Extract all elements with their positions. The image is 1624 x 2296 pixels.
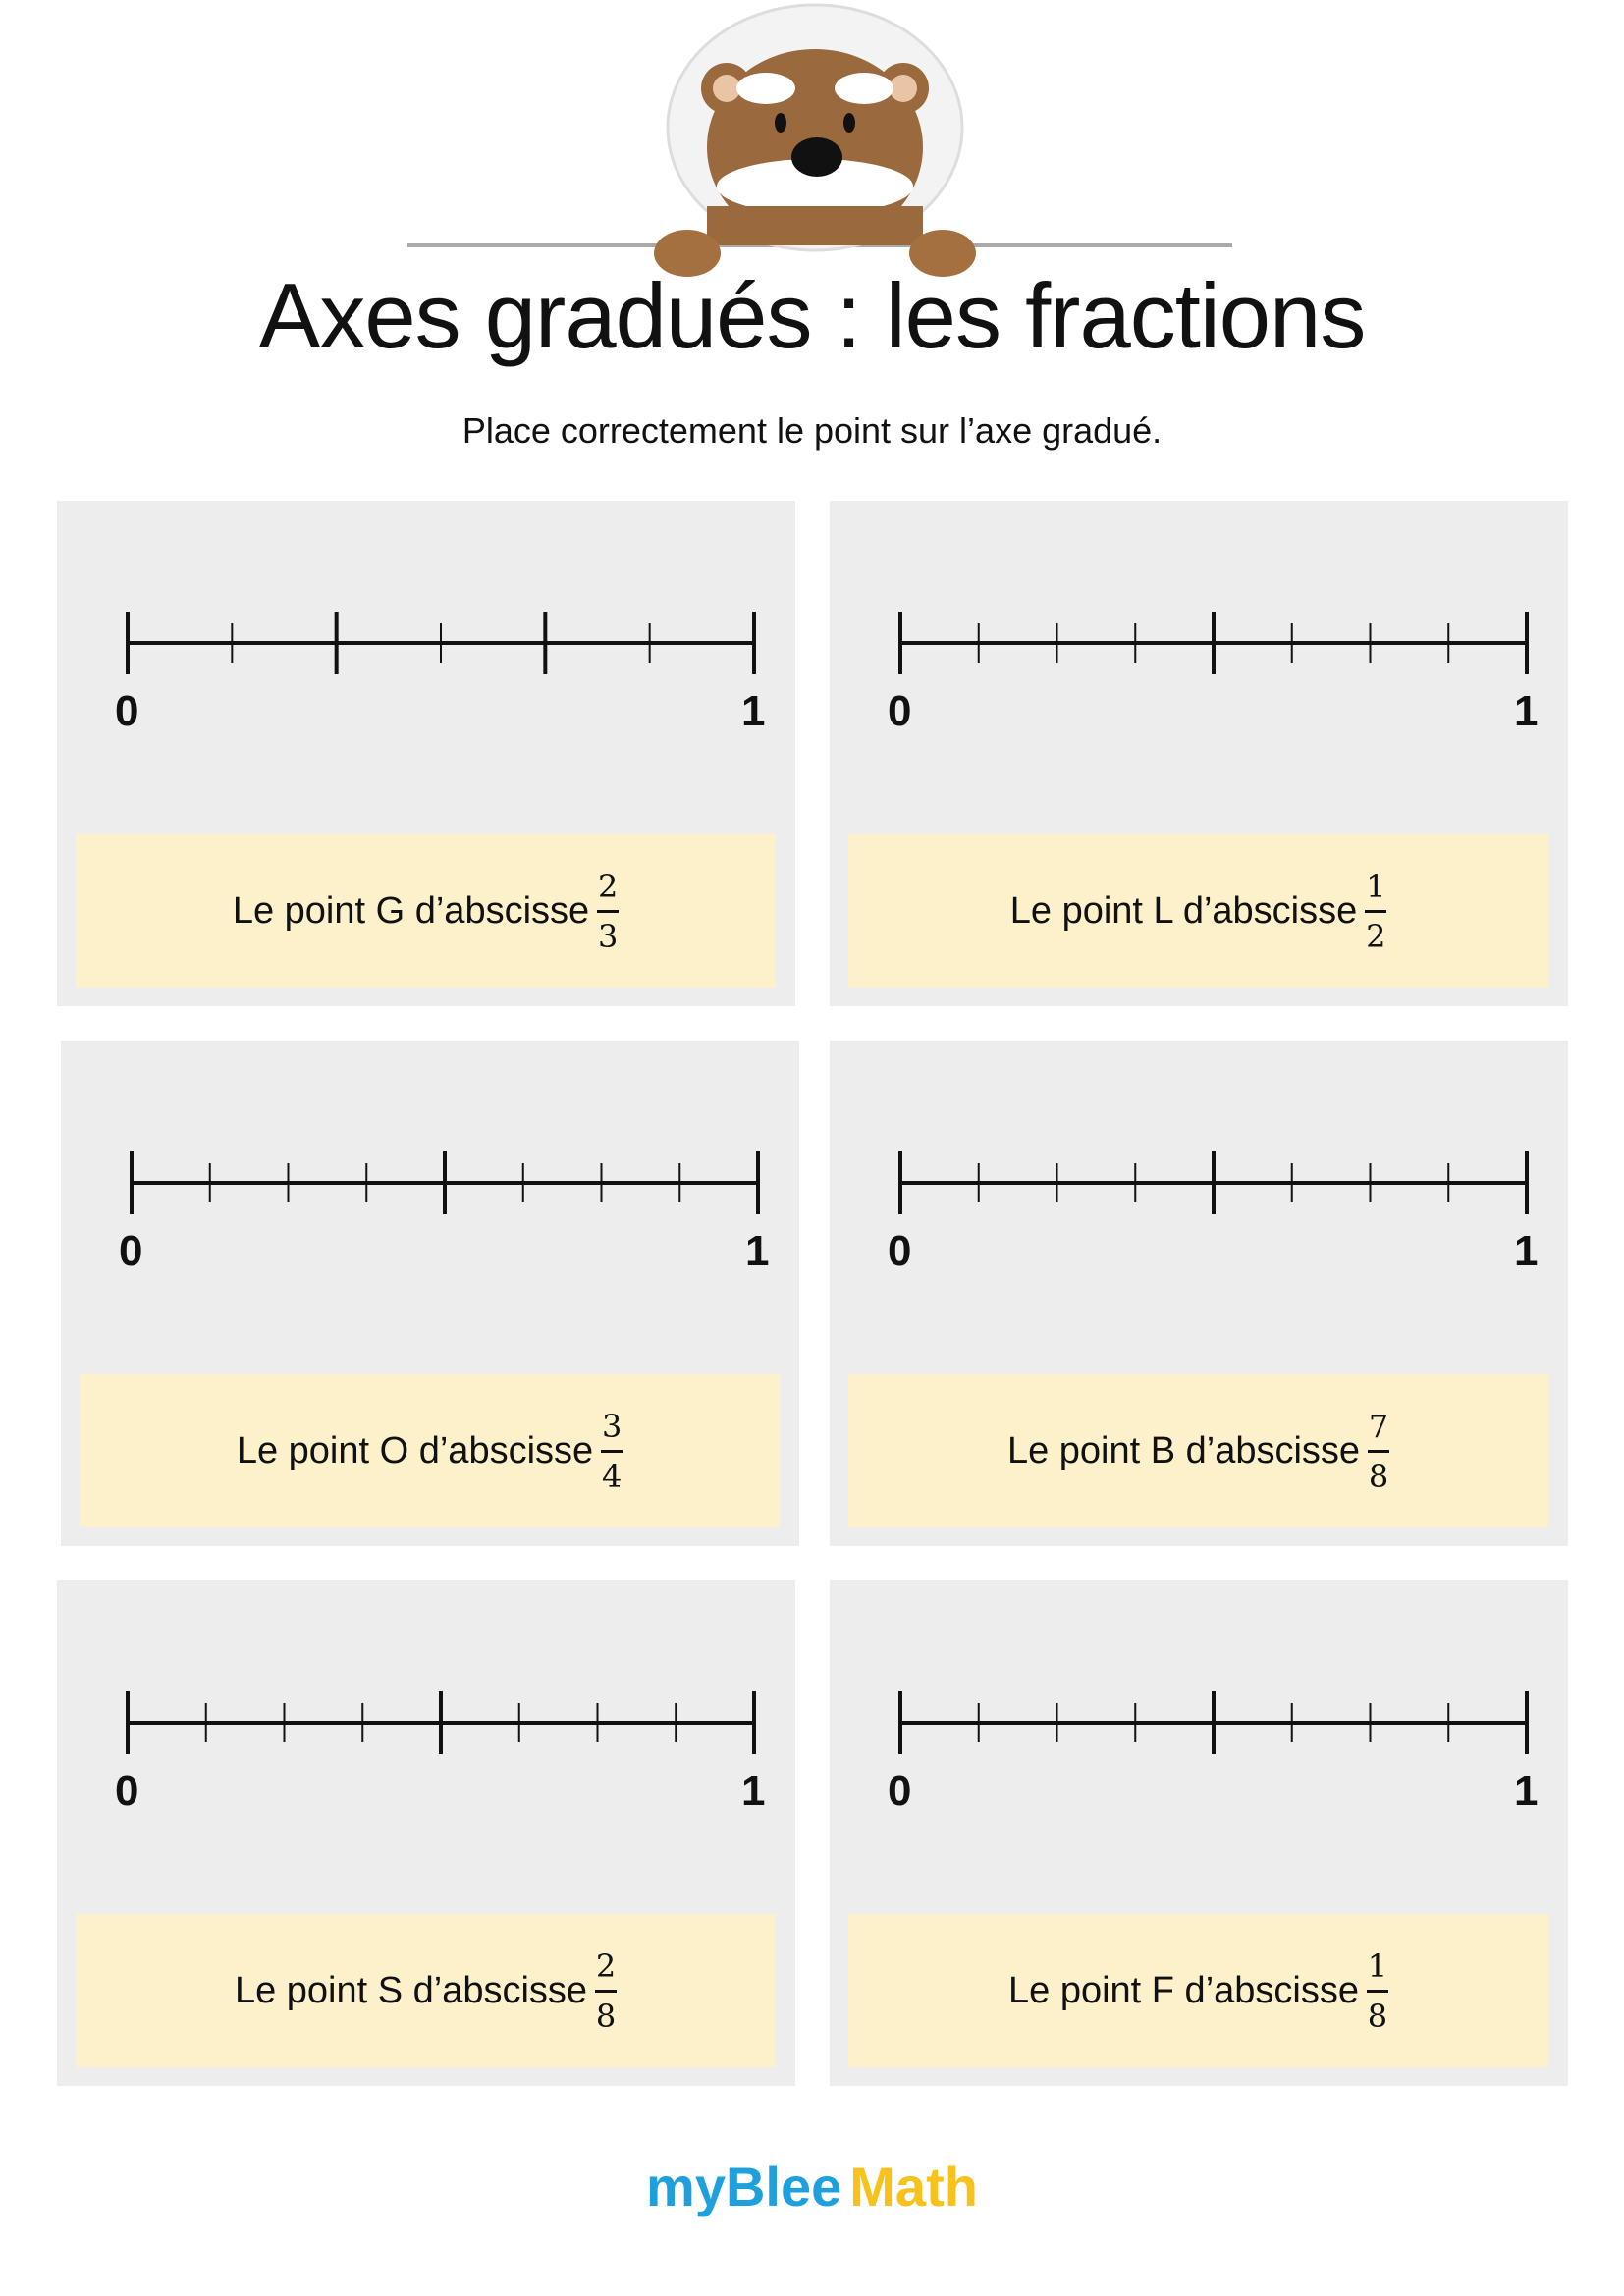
numerator: 1 xyxy=(1367,1947,1388,1985)
fraction-bar xyxy=(1366,1989,1388,1993)
point-text: Le point G d’abscisse xyxy=(232,889,590,932)
number-line[interactable] xyxy=(61,1041,799,1546)
fraction-bar xyxy=(601,1449,623,1453)
point-text: Le point O d’abscisse xyxy=(236,1429,594,1471)
numerator: 3 xyxy=(601,1407,623,1445)
numerator: 7 xyxy=(1368,1407,1389,1445)
exercise-panel: 0 1 Le point S d’abscisse 2 8 xyxy=(57,1580,795,2086)
instruction-box: Le point O d’abscisse 3 4 xyxy=(80,1374,780,1527)
brand-logo: myBlee Math xyxy=(0,2155,1624,2218)
point-text: Le point S d’abscisse xyxy=(234,1969,588,2011)
denominator: 4 xyxy=(601,1457,623,1495)
exercise-panel: 0 1 Le point L d’abscisse 1 2 xyxy=(830,501,1568,1006)
point-text: Le point L d’abscisse xyxy=(1009,889,1358,932)
page-title: Axes gradués : les fractions xyxy=(258,264,1367,367)
axis-start-label: 0 xyxy=(888,1767,912,1815)
instruction-box: Le point B d’abscisse 7 8 xyxy=(848,1374,1548,1527)
number-line[interactable] xyxy=(57,1580,795,2086)
axis-start-label: 0 xyxy=(888,687,912,735)
numerator: 2 xyxy=(597,867,619,905)
number-line[interactable] xyxy=(830,1580,1568,2086)
fraction-bar xyxy=(1365,909,1387,913)
number-line[interactable] xyxy=(830,501,1568,1006)
axis-end-label: 1 xyxy=(745,1227,770,1275)
instructions: Place correctement le point sur l’axe gr… xyxy=(461,410,1163,451)
instruction-box: Le point G d’abscisse 2 3 xyxy=(76,834,776,988)
instruction-box: Le point F d’abscisse 1 8 xyxy=(848,1914,1548,2067)
denominator: 3 xyxy=(597,917,619,955)
logo-part1: myBlee xyxy=(646,2156,842,2217)
exercise-panel: 0 1 Le point G d’abscisse 2 3 xyxy=(57,501,795,1006)
axis-start-label: 0 xyxy=(119,1227,143,1275)
numerator: 1 xyxy=(1366,867,1386,905)
fraction-bar xyxy=(1368,1449,1390,1453)
denominator: 8 xyxy=(1367,1997,1388,2035)
logo-part2: Math xyxy=(849,2156,978,2217)
axis-start-label: 0 xyxy=(888,1227,912,1275)
fraction-bar xyxy=(595,1989,618,1993)
fraction-bar xyxy=(597,909,620,913)
number-line[interactable] xyxy=(57,501,795,1006)
exercise-panel: 0 1 Le point B d’abscisse 7 8 xyxy=(830,1041,1568,1546)
denominator: 8 xyxy=(1368,1457,1389,1495)
point-text: Le point B d’abscisse xyxy=(1006,1429,1361,1471)
number-line[interactable] xyxy=(830,1041,1568,1546)
axis-end-label: 1 xyxy=(1514,687,1539,735)
exercise-panel: 0 1 Le point F d’abscisse 1 8 xyxy=(830,1580,1568,2086)
exercise-panel: 0 1 Le point O d’abscisse 3 4 xyxy=(61,1041,799,1546)
axis-start-label: 0 xyxy=(115,687,139,735)
numerator: 2 xyxy=(595,1947,617,1985)
denominator: 8 xyxy=(595,1997,617,2035)
point-text: Le point F d’abscisse xyxy=(1008,1969,1359,2011)
axis-start-label: 0 xyxy=(115,1767,139,1815)
instruction-box: Le point S d’abscisse 2 8 xyxy=(76,1914,776,2067)
axis-end-label: 1 xyxy=(1514,1227,1539,1275)
denominator: 2 xyxy=(1366,917,1386,955)
instruction-box: Le point L d’abscisse 1 2 xyxy=(848,834,1548,988)
axis-end-label: 1 xyxy=(741,687,766,735)
bear-mascot-icon xyxy=(407,3,1232,277)
axis-end-label: 1 xyxy=(741,1767,766,1815)
axis-end-label: 1 xyxy=(1514,1767,1539,1815)
